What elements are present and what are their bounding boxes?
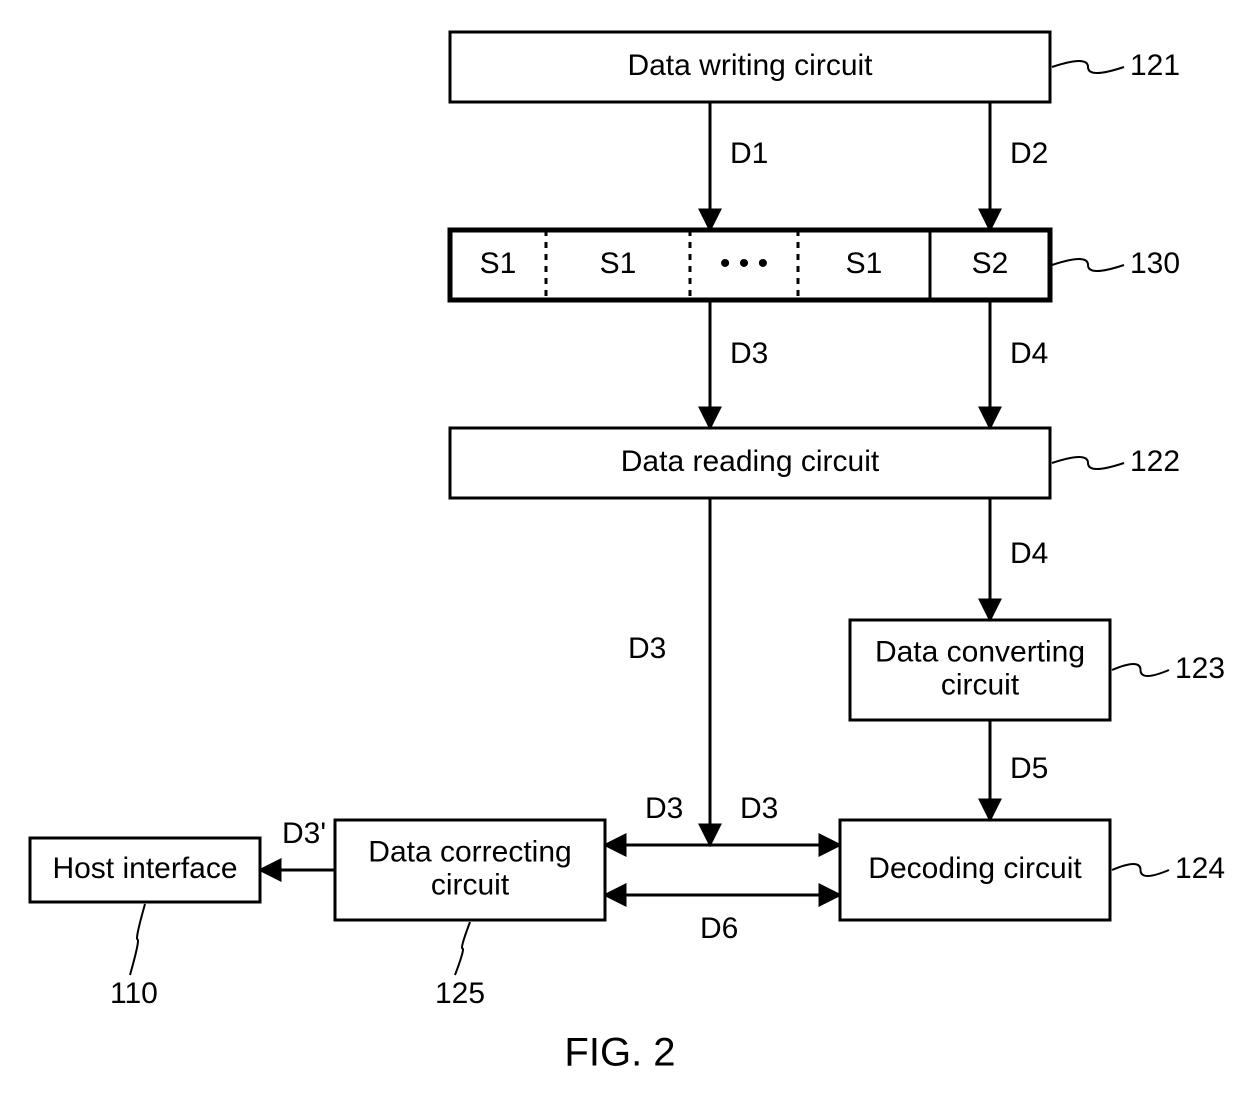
svg-text:Data reading circuit: Data reading circuit <box>621 445 880 478</box>
svg-text:circuit: circuit <box>941 668 1020 701</box>
ref-130: 130 <box>1130 247 1180 280</box>
figure-label: FIG. 2 <box>564 1031 675 1075</box>
box-b121: Data writing circuit <box>450 32 1050 102</box>
svg-text:Decoding circuit: Decoding circuit <box>868 852 1082 885</box>
ref-connector <box>455 922 470 975</box>
svg-text:Host interface: Host interface <box>52 852 237 885</box>
ref-connector <box>1052 61 1124 73</box>
svg-text:Data correcting: Data correcting <box>368 835 571 868</box>
svg-text:Data converting: Data converting <box>875 635 1085 668</box>
ref-110: 110 <box>110 977 158 1010</box>
svg-text:Data writing circuit: Data writing circuit <box>627 49 873 82</box>
box-b124: Decoding circuit <box>840 820 1110 920</box>
svg-text:D3: D3 <box>740 792 778 825</box>
ref-connector <box>1112 664 1169 676</box>
box-b123: Data convertingcircuit <box>850 620 1110 720</box>
ref-connector <box>130 904 145 975</box>
diagram-canvas: D1 D2 D3 D4 D4 D5 D3 D3 D3 D6 D3' Data writing circ… <box>0 0 1240 1097</box>
box-b125: Data correctingcircuit <box>335 820 605 920</box>
box-b122: Data reading circuit <box>450 428 1050 498</box>
svg-text:D1: D1 <box>730 137 768 170</box>
svg-text:D6: D6 <box>700 912 738 945</box>
svg-text:D3: D3 <box>628 632 666 665</box>
svg-text:D3': D3' <box>282 817 326 850</box>
ref-connector <box>1052 457 1124 469</box>
ref-122: 122 <box>1130 445 1180 478</box>
ref-121: 121 <box>1130 49 1180 82</box>
svg-text:• • •: • • • <box>720 247 768 280</box>
svg-text:D2: D2 <box>1010 137 1048 170</box>
svg-text:S1: S1 <box>846 247 883 280</box>
ref-124: 124 <box>1175 852 1225 885</box>
ref-connector <box>1112 864 1169 876</box>
svg-text:D5: D5 <box>1010 752 1048 785</box>
svg-text:D3: D3 <box>730 337 768 370</box>
svg-text:S2: S2 <box>972 247 1009 280</box>
svg-text:S1: S1 <box>480 247 517 280</box>
box-b110: Host interface <box>30 838 260 902</box>
svg-text:S1: S1 <box>600 247 637 280</box>
segment-box: S1 S1 • • • S1 S2 <box>450 230 1050 300</box>
ref-125: 125 <box>435 977 485 1010</box>
svg-text:D4: D4 <box>1010 337 1048 370</box>
svg-text:D3: D3 <box>645 792 683 825</box>
ref-123: 123 <box>1175 652 1225 685</box>
svg-text:D4: D4 <box>1010 537 1048 570</box>
ref-connector <box>1052 259 1124 271</box>
svg-text:circuit: circuit <box>431 868 510 901</box>
